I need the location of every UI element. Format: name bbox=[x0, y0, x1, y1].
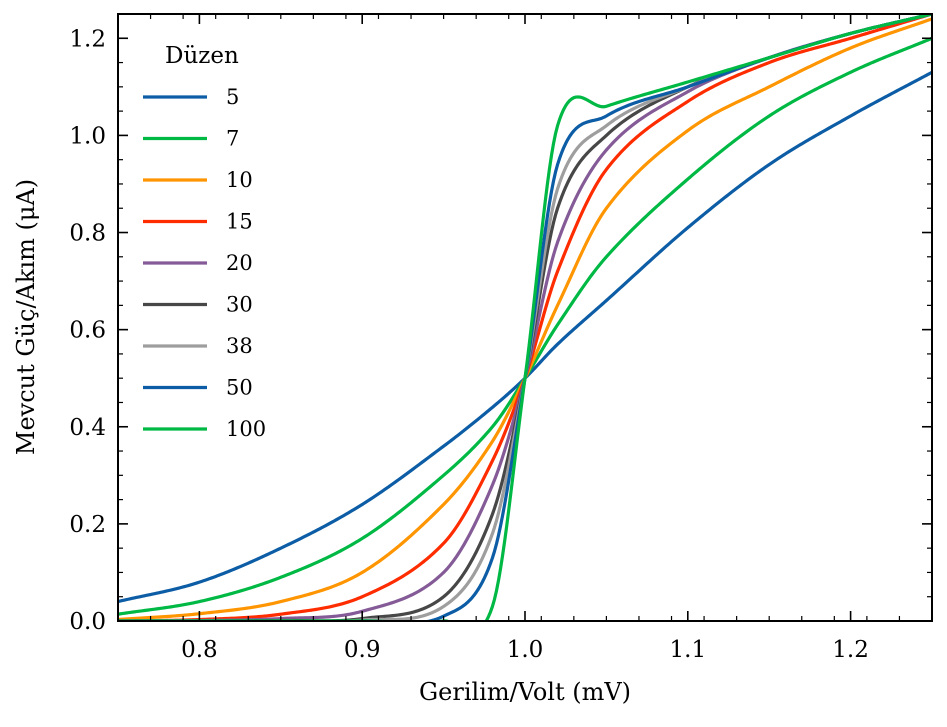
x-tick-label: 1.2 bbox=[832, 637, 869, 663]
y-tick-label: 0.4 bbox=[69, 415, 106, 441]
x-axis-label: Gerilim/Volt (mV) bbox=[419, 678, 631, 706]
legend-title: Düzen bbox=[165, 43, 239, 69]
plot-frame bbox=[117, 13, 933, 622]
y-tick-label: 1.0 bbox=[69, 123, 106, 149]
legend-label-20: 20 bbox=[226, 251, 253, 275]
y-tick-label: 1.2 bbox=[69, 26, 106, 52]
legend-label-7: 7 bbox=[226, 127, 239, 151]
x-tick-label: 0.8 bbox=[181, 637, 218, 663]
x-tick-label: 0.9 bbox=[344, 637, 381, 663]
series-line-20 bbox=[118, 14, 932, 621]
x-tick-label: 1.1 bbox=[670, 637, 707, 663]
legend-label-38: 38 bbox=[226, 334, 253, 358]
y-tick-label: 0.0 bbox=[69, 609, 106, 635]
series-line-100 bbox=[118, 14, 932, 621]
series-line-38 bbox=[118, 14, 932, 621]
legend-label-5: 5 bbox=[226, 85, 239, 109]
y-axis-label: Mevcut Güç/Akım (μA) bbox=[12, 179, 40, 455]
series-line-15 bbox=[118, 14, 932, 621]
series-line-50 bbox=[118, 14, 932, 621]
series-line-30 bbox=[118, 14, 932, 621]
legend-label-100: 100 bbox=[226, 417, 266, 441]
series-line-7 bbox=[118, 36, 932, 616]
ticks-layer: 0.8 0.9 1.0 1.1 1.2 0.0 0.2 0.4 0.6 0.8 1.0 1.2 bbox=[69, 13, 933, 663]
legend-label-15: 15 bbox=[226, 210, 253, 234]
x-tick-label: 1.0 bbox=[507, 637, 544, 663]
legend-label-50: 50 bbox=[226, 376, 253, 400]
legend-label-30: 30 bbox=[226, 293, 253, 317]
legend-label-10: 10 bbox=[226, 168, 253, 192]
legend: Düzen 5 7 10 15 20 30 38 50 100 bbox=[143, 43, 266, 441]
series-layer bbox=[118, 14, 932, 621]
y-tick-label: 0.6 bbox=[69, 318, 106, 344]
y-tick-label: 0.8 bbox=[69, 221, 106, 247]
series-line-10 bbox=[118, 17, 932, 621]
y-tick-label: 0.2 bbox=[69, 512, 106, 538]
